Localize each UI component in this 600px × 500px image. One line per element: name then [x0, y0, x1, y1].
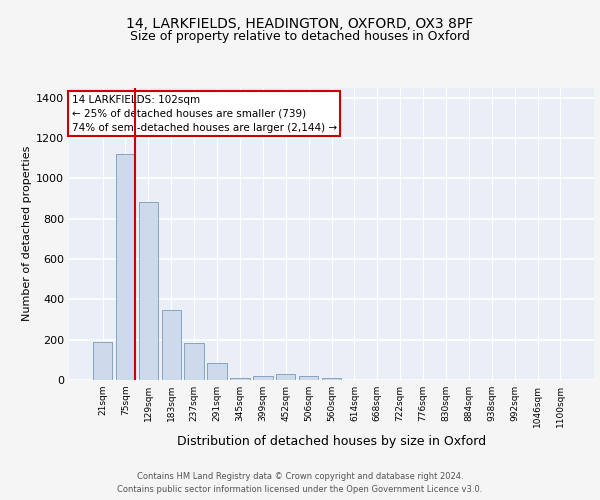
Bar — [230, 378, 250, 380]
Bar — [161, 310, 181, 380]
Text: Size of property relative to detached houses in Oxford: Size of property relative to detached ho… — [130, 30, 470, 43]
Bar — [208, 363, 227, 380]
Text: 14, LARKFIELDS, HEADINGTON, OXFORD, OX3 8PF: 14, LARKFIELDS, HEADINGTON, OXFORD, OX3 … — [127, 18, 473, 32]
Bar — [253, 376, 272, 380]
X-axis label: Distribution of detached houses by size in Oxford: Distribution of detached houses by size … — [177, 436, 486, 448]
Text: Contains public sector information licensed under the Open Government Licence v3: Contains public sector information licen… — [118, 485, 482, 494]
Text: 14 LARKFIELDS: 102sqm
← 25% of detached houses are smaller (739)
74% of semi-det: 14 LARKFIELDS: 102sqm ← 25% of detached … — [71, 95, 337, 133]
Bar — [184, 342, 204, 380]
Bar — [276, 374, 295, 380]
Text: Contains HM Land Registry data © Crown copyright and database right 2024.: Contains HM Land Registry data © Crown c… — [137, 472, 463, 481]
Bar — [139, 202, 158, 380]
Bar — [299, 376, 319, 380]
Bar — [322, 378, 341, 380]
Y-axis label: Number of detached properties: Number of detached properties — [22, 146, 32, 322]
Bar — [93, 342, 112, 380]
Bar — [116, 154, 135, 380]
